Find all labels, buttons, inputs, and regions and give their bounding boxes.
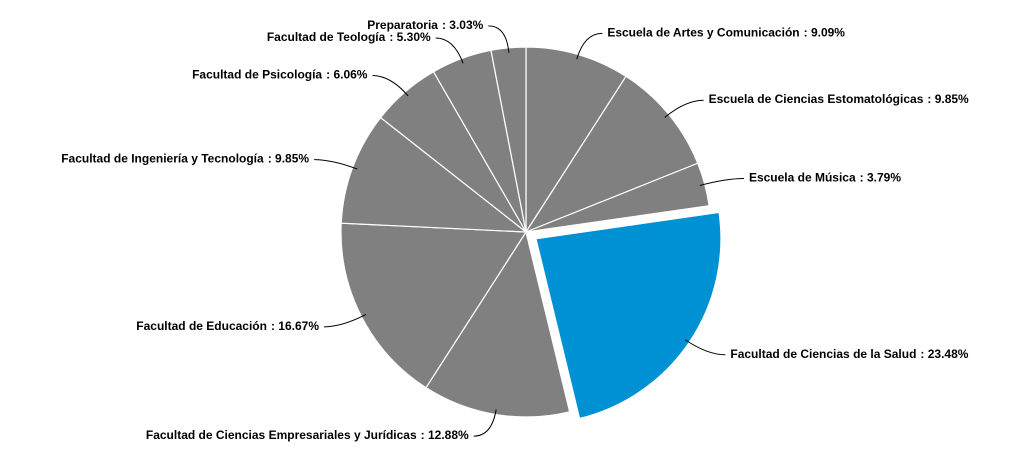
slice-category: Facultad de Ciencias Empresariales y Jur… [146,428,417,442]
slice-label: Facultad de Educación : 16.67% [136,319,319,333]
leader-line [576,32,603,60]
slice-label: Facultad de Ingeniería y Tecnología : 9.8… [61,152,309,166]
leader-line [488,25,510,53]
slice-value-label: : 5.30% [389,30,431,44]
slice-category: Facultad de Teología [267,30,386,44]
leader-line [684,339,726,356]
slice-category: Escuela de Ciencias Estomatológicas [709,92,924,106]
slice-category: Preparatoria [367,18,438,32]
leader-line [314,159,358,170]
slice-value-label: : 23.48% [920,347,968,361]
slice-value-label: : 6.06% [326,68,368,82]
leader-line [473,409,497,437]
slice-label: Escuela de Música : 3.79% [749,171,901,185]
slice-category: Escuela de Artes y Comunicación [607,26,799,40]
leader-line [324,314,367,328]
slice-value-label: : 9.85% [268,152,310,166]
slice-value-label: : 16.67% [271,319,319,333]
leader-line [699,177,744,186]
slice-category: Escuela de Música [749,171,856,185]
slice-value-label: : 9.09% [804,26,846,40]
leader-line [435,37,464,64]
slice-category: Facultad de Ingeniería y Tecnología [61,152,264,166]
leader-line [664,99,704,118]
slice-category: Facultad de Ciencias de la Salud [730,347,916,361]
leader-line [372,75,409,97]
slice-label: Facultad de Ciencias Empresariales y Jur… [146,428,469,442]
slice-value-label: : 3.03% [442,18,484,32]
slice-label: Escuela de Ciencias Estomatológicas: 9.8… [709,92,969,106]
slice-label: Preparatoria : 3.03% [367,18,483,32]
slice-label: Facultad de Teología: 5.30% [267,30,431,44]
slice-value-label: : 12.88% [421,428,469,442]
slice-label: Facultad de Ciencias de la Salud : 23.48% [730,347,968,361]
slice-category: Facultad de Psicología [192,68,322,82]
slice-label: Facultad de Psicología : 6.06% [192,68,368,82]
slice-label: Escuela de Artes y Comunicación : 9.09% [607,26,845,40]
slice-value-label: : 3.79% [860,171,902,185]
slice-category: Facultad de Educación [136,319,267,333]
slice-value-label: : 9.85% [927,92,969,106]
